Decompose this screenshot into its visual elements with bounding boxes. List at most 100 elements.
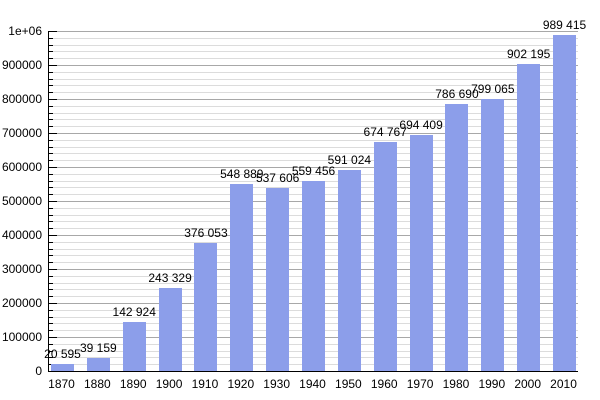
plot-area: 20 595 39 159 142 924 243 329 376 053 548 889… [44, 18, 586, 372]
y-tick-mark [49, 208, 53, 209]
y-tick-label: 1e+06 [8, 24, 42, 38]
minor-gridline [49, 119, 578, 120]
minor-gridline [49, 140, 578, 141]
y-tick-mark [49, 174, 53, 175]
x-tick-label: 1990 [478, 377, 506, 391]
x-tick-label: 1940 [299, 377, 326, 391]
bar [194, 243, 218, 371]
y-tick-mark [49, 228, 53, 229]
y-tick-mark [49, 351, 53, 352]
y-tick-mark [49, 38, 53, 39]
bar [481, 99, 505, 371]
y-tick-mark [49, 337, 57, 338]
bar [373, 141, 397, 371]
y-tick-label: 800000 [1, 92, 42, 106]
y-tick-mark [49, 72, 53, 73]
minor-gridline [49, 160, 578, 161]
y-tick-mark [49, 85, 53, 86]
bar [230, 184, 254, 371]
y-tick-label: 600000 [1, 160, 42, 174]
y-tick-mark [49, 296, 53, 297]
y-tick-mark [49, 119, 53, 120]
y-tick-label: 700000 [1, 126, 42, 140]
y-tick-mark [49, 255, 53, 256]
y-tick-mark [49, 269, 57, 270]
bar-value-label: 902 195 [506, 47, 551, 62]
minor-gridline [49, 51, 578, 52]
x-tick-label: 1950 [335, 377, 362, 391]
y-tick-mark [49, 276, 53, 277]
minor-gridline [49, 85, 578, 86]
y-tick-label: 200000 [1, 296, 42, 310]
x-tick-label: 1920 [227, 377, 255, 391]
y-tick-mark [49, 262, 53, 263]
bar-value-label: 559 456 [291, 163, 336, 178]
bar [51, 364, 74, 371]
bar-value-label: 694 409 [399, 117, 443, 132]
minor-gridline [49, 153, 578, 154]
y-tick-mark [49, 31, 57, 32]
y-tick-mark [49, 249, 53, 250]
bar-value-label: 142 924 [112, 305, 156, 320]
y-tick-mark [49, 126, 53, 127]
bar-value-label: 674 767 [363, 124, 407, 139]
y-tick-mark [49, 283, 53, 284]
minor-gridline [49, 147, 578, 148]
bar-value-label: 537 606 [255, 171, 300, 186]
y-tick-mark [49, 323, 53, 324]
x-tick-label: 1900 [155, 377, 183, 391]
x-tick-label: 1960 [370, 377, 398, 391]
y-tick-mark [49, 58, 53, 59]
bar [517, 64, 541, 371]
bar [122, 322, 146, 371]
y-tick-mark [49, 79, 53, 80]
y-tick-mark [49, 235, 57, 236]
bar [302, 180, 326, 371]
bar [445, 103, 469, 371]
major-gridline [49, 65, 578, 66]
minor-gridline [49, 126, 578, 127]
x-tick-label: 2010 [550, 377, 577, 391]
bar [409, 134, 433, 371]
minor-gridline [49, 174, 578, 175]
y-tick-label: 400000 [1, 228, 42, 242]
bar [158, 288, 182, 371]
major-gridline [49, 167, 578, 168]
x-tick-label: 1870 [48, 377, 75, 391]
minor-gridline [49, 58, 578, 59]
y-tick-mark [49, 147, 53, 148]
bar [553, 34, 577, 371]
x-tick-label: 1930 [263, 377, 290, 391]
y-tick-mark [49, 140, 53, 141]
bar [337, 170, 361, 371]
x-tick-label: 1880 [84, 377, 111, 391]
y-tick-mark [49, 221, 53, 222]
bar-value-label: 786 690 [435, 86, 479, 101]
bar-value-label: 548 889 [220, 167, 264, 182]
bar-value-label: 243 329 [148, 271, 192, 286]
y-tick-mark [49, 113, 53, 114]
y-tick-mark [49, 310, 53, 311]
major-gridline [49, 31, 578, 32]
minor-gridline [49, 106, 578, 107]
y-tick-mark [49, 330, 53, 331]
y-tick-mark [49, 215, 53, 216]
bar-value-label: 376 053 [184, 226, 228, 241]
major-gridline [49, 99, 578, 100]
y-tick-mark [49, 194, 53, 195]
y-tick-label: 900000 [1, 58, 42, 72]
minor-gridline [49, 113, 578, 114]
x-tick-label: 1970 [406, 377, 434, 391]
y-tick-label: 0 [35, 364, 42, 378]
x-tick-label: 1910 [191, 377, 219, 391]
y-tick-mark [49, 187, 53, 188]
y-tick-mark [49, 357, 53, 358]
y-tick-mark [49, 106, 53, 107]
x-tick-label: 2000 [514, 377, 542, 391]
major-gridline [49, 133, 578, 134]
minor-gridline [49, 72, 578, 73]
y-tick-mark [49, 167, 57, 168]
bar [86, 357, 110, 371]
x-tick-label: 1980 [442, 377, 470, 391]
y-tick-mark [49, 242, 53, 243]
